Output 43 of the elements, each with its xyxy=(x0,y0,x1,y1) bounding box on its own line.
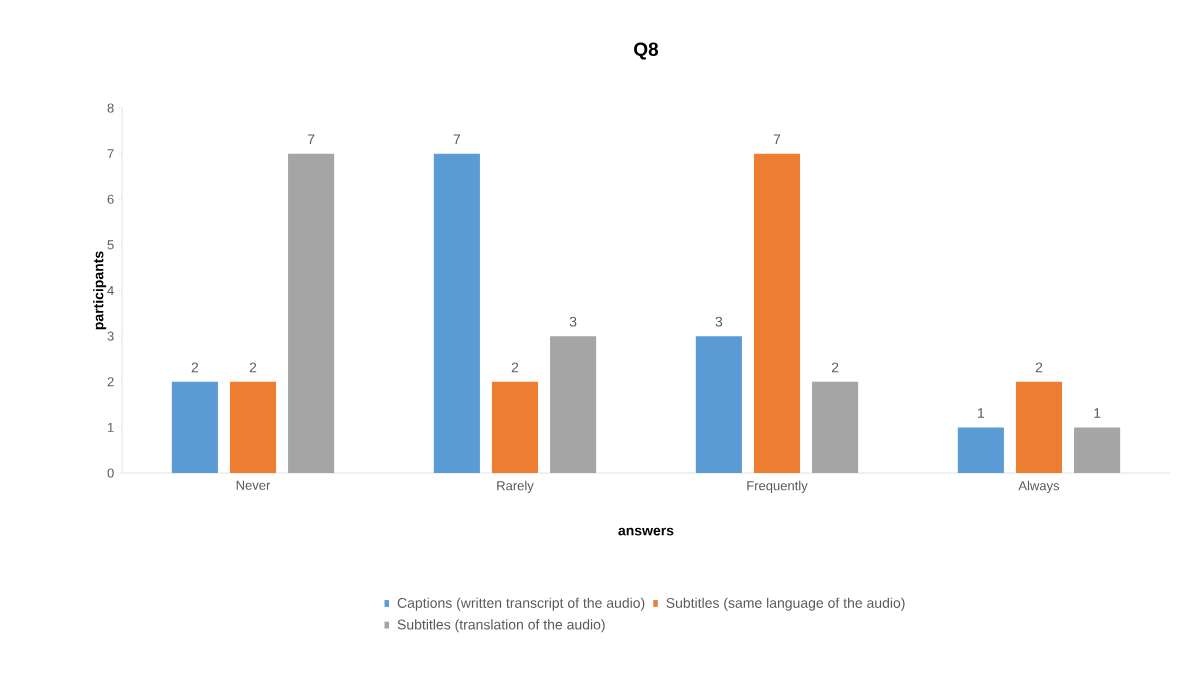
y-tick-label: 5 xyxy=(107,240,114,250)
bar xyxy=(433,153,480,473)
data-label: 7 xyxy=(773,134,781,145)
bar xyxy=(1074,427,1121,473)
data-label: 3 xyxy=(715,316,723,327)
data-label: 2 xyxy=(831,362,839,373)
bar xyxy=(171,381,218,473)
y-axis-title: participants xyxy=(93,251,107,330)
data-label: 7 xyxy=(307,134,315,145)
bar xyxy=(491,381,539,473)
legend-label: Subtitles (translation of the audio) xyxy=(397,619,605,633)
y-tick-label: 4 xyxy=(107,286,114,295)
data-label: 2 xyxy=(511,362,519,373)
data-label: 1 xyxy=(978,408,985,418)
data-label: 2 xyxy=(249,362,257,373)
y-tick-label: 7 xyxy=(107,149,114,159)
data-label: 1 xyxy=(1094,408,1101,418)
bar xyxy=(229,381,277,473)
y-tick-label: 6 xyxy=(107,194,114,204)
x-tick-label: Frequently xyxy=(747,480,808,493)
y-tick-label: 2 xyxy=(107,377,114,387)
chart-title: Q8 xyxy=(634,42,659,60)
y-tick-label: 0 xyxy=(107,468,114,478)
bar xyxy=(288,153,335,473)
data-label: 2 xyxy=(191,362,199,373)
bar xyxy=(550,336,597,473)
bar xyxy=(812,381,859,473)
y-tick-label: 3 xyxy=(107,331,114,341)
data-label: 7 xyxy=(453,134,461,145)
legend-label: Subtitles (same language of the audio) xyxy=(666,597,905,611)
bar xyxy=(957,427,1004,473)
x-tick-label: Rarely xyxy=(497,480,534,493)
data-label: 2 xyxy=(1035,362,1043,373)
bar xyxy=(753,153,801,473)
y-tick-label: 8 xyxy=(107,103,114,113)
bar xyxy=(695,336,742,473)
bar xyxy=(1015,381,1063,473)
x-tick-label: Never xyxy=(236,480,271,490)
y-tick-label: 1 xyxy=(107,422,114,432)
x-axis-title: answers xyxy=(618,527,674,536)
data-label: 3 xyxy=(569,316,577,327)
x-tick-label: Always xyxy=(1018,480,1060,493)
legend-label: Captions (written transcript of the audio) xyxy=(397,597,645,611)
